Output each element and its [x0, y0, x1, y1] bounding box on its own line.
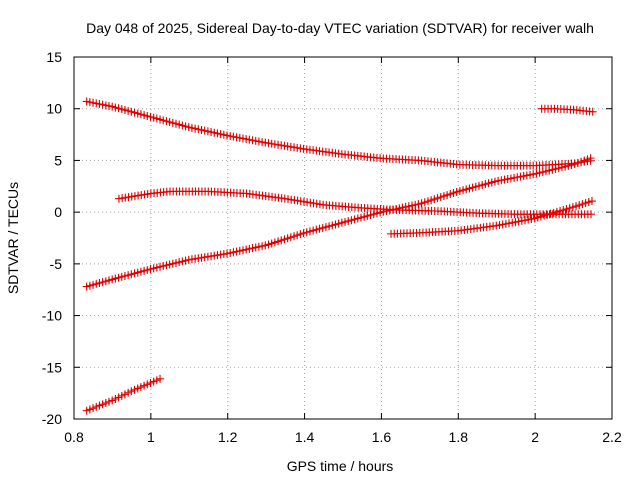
data-point — [587, 210, 596, 219]
x-tick-label: 1.8 — [449, 429, 469, 445]
x-axis-label: GPS time / hours — [287, 458, 394, 474]
y-tick-label: 15 — [46, 49, 62, 65]
x-tick-labels: 0.8 1 1.2 1.4 1.6 1.8 2 2.2 — [64, 429, 622, 445]
axis-ticks — [73, 56, 613, 420]
x-tick-label: 1.4 — [295, 429, 315, 445]
series-arc-5 — [387, 197, 596, 238]
y-tick-label: 5 — [54, 152, 62, 168]
x-tick-label: 2.2 — [602, 429, 622, 445]
data-point — [587, 197, 596, 206]
y-tick-label: -20 — [42, 411, 62, 427]
y-axis-label: SDTVAR / TECUs — [5, 182, 21, 294]
y-tick-label: -5 — [50, 256, 63, 272]
y-tick-label: -15 — [42, 359, 62, 375]
chart-title: Day 048 of 2025, Sidereal Day-to-day VTE… — [86, 20, 594, 36]
data-point — [588, 107, 597, 116]
x-tick-label: 1.6 — [372, 429, 392, 445]
y-tick-label: -10 — [42, 308, 62, 324]
x-tick-label: 1 — [147, 429, 155, 445]
data-point — [156, 374, 165, 383]
y-tick-label: 0 — [54, 204, 62, 220]
y-tick-labels: -20 -15 -10 -5 0 5 10 15 — [42, 49, 62, 427]
data-point — [586, 154, 595, 163]
series-arc-3 — [114, 187, 596, 219]
data-series — [82, 97, 597, 415]
x-tick-label: 2 — [531, 429, 539, 445]
series-arc-6 — [537, 104, 597, 116]
grid-lines — [74, 57, 612, 419]
x-tick-label: 1.2 — [218, 429, 238, 445]
series-arc-1 — [82, 97, 595, 170]
series-arc-4 — [82, 374, 165, 415]
plot-frame — [73, 56, 613, 420]
y-tick-label: 10 — [46, 101, 62, 117]
x-tick-label: 0.8 — [64, 429, 84, 445]
